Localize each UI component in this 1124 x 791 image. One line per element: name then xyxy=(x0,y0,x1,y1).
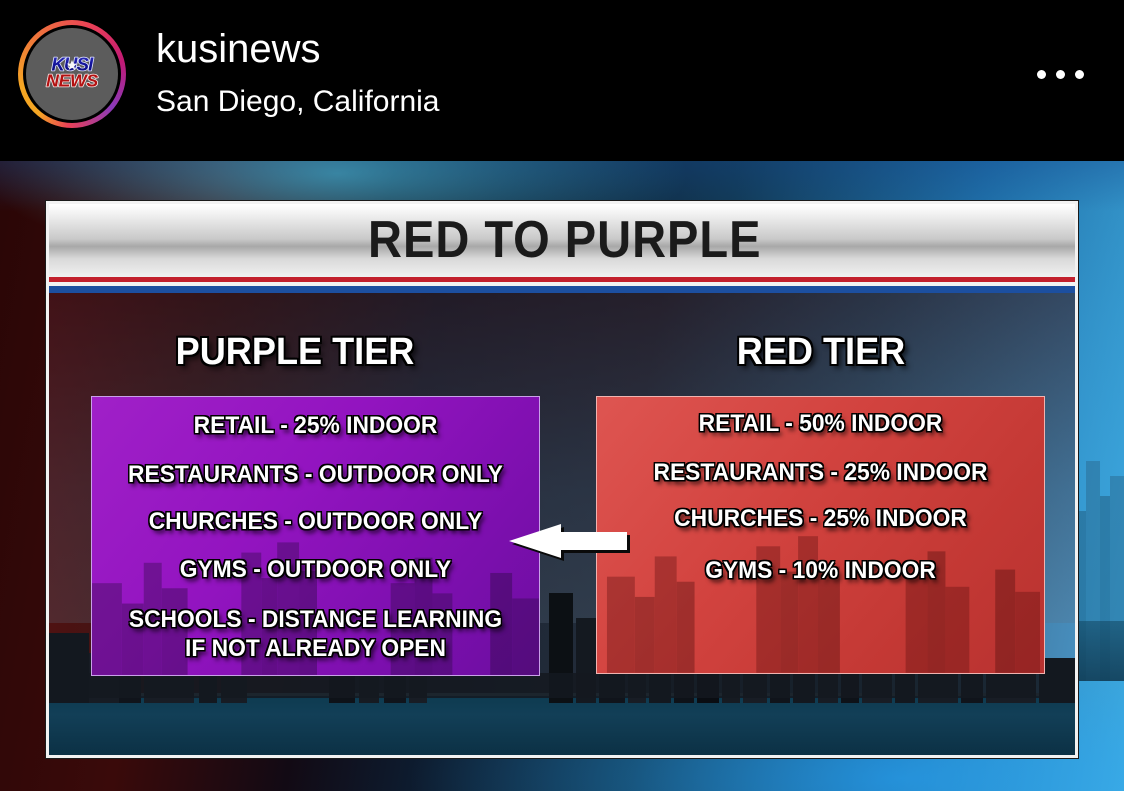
svg-text:NEWS: NEWS xyxy=(46,71,98,91)
